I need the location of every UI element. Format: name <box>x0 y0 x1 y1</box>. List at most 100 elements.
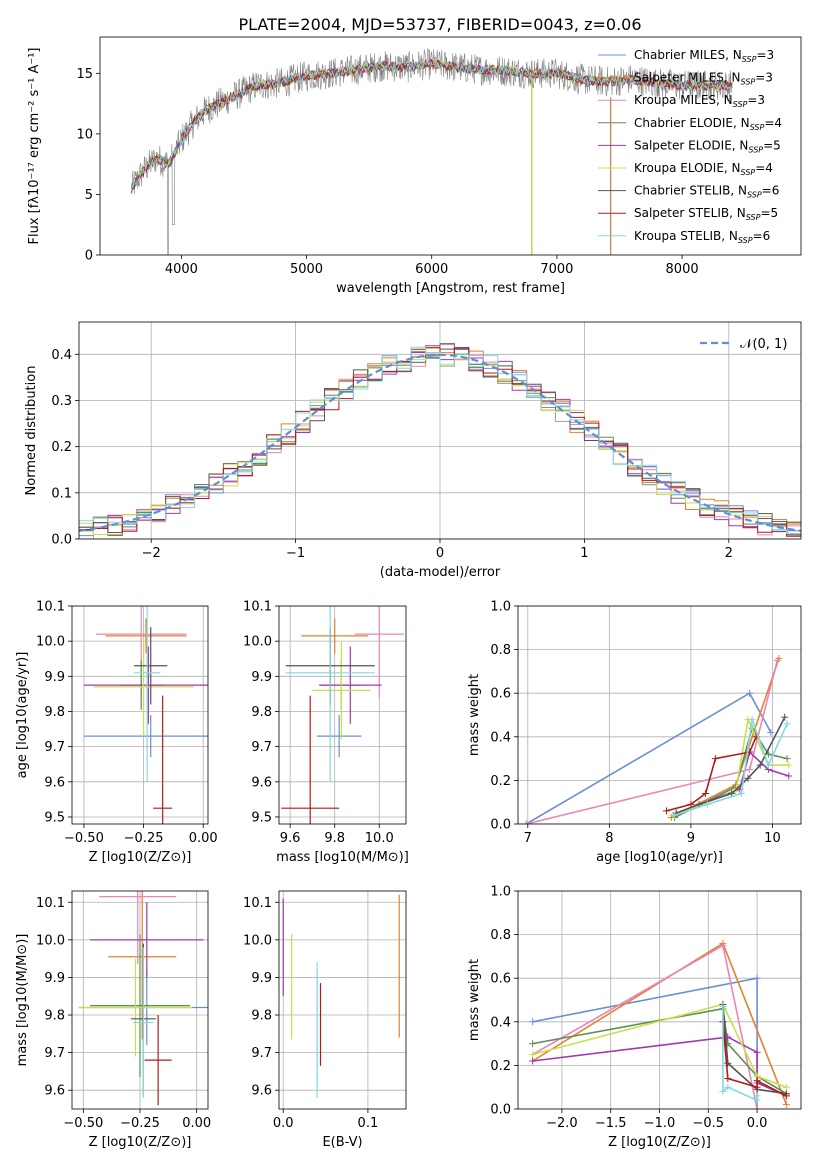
y-tick-label: 0.3 <box>51 394 72 409</box>
y-axis-label: Flux [fλ10⁻¹⁷ erg cm⁻² s⁻¹ A⁻¹] <box>27 48 42 245</box>
x-axis-label: Z [log10(Z/Z⊙)] <box>89 850 192 865</box>
y-tick-label: 9.9 <box>44 670 65 685</box>
y-tick-label: 10.1 <box>36 896 65 911</box>
weight-line-5 <box>672 716 789 817</box>
y-tick-label: 0.4 <box>490 730 511 745</box>
y-tick-label: 0.0 <box>490 818 511 833</box>
y-tick-label: 10.1 <box>243 600 272 615</box>
weight-marker <box>719 1003 727 1011</box>
weight-line-7 <box>722 1021 787 1097</box>
weight-marker <box>785 772 793 780</box>
weight-line-0 <box>525 692 772 824</box>
chart-mass_vs_ebv: 0.0 0.1 9.6 9.7 9.8 9.9 10.0 10.1 E(B-V) <box>243 890 407 1150</box>
plot-area <box>518 606 801 824</box>
x-tick-label: 10.0 <box>365 831 394 846</box>
y-tick-label: 9.6 <box>251 775 272 790</box>
x-axis-label: E(B-V) <box>322 1135 362 1150</box>
y-tick-label: 0.6 <box>490 972 511 987</box>
weight-line-1 <box>670 658 780 819</box>
y-tick-label: 10.0 <box>243 635 272 650</box>
chart-spectrum: 4000 5000 6000 7000 8000 0 5 10 15 wavelength [An… <box>27 36 802 296</box>
x-tick-label: −0.5 <box>693 1116 725 1131</box>
y-tick-label: 10.1 <box>243 896 272 911</box>
weight-line-7 <box>666 736 757 812</box>
y-tick-label: 0.8 <box>490 928 511 943</box>
x-tick-label: 4000 <box>165 262 198 277</box>
y-tick-label: 9.9 <box>251 971 272 986</box>
weight-marker <box>756 761 764 769</box>
weight-marker <box>671 811 679 819</box>
y-axis-label: mass [log10(M/M⊙)] <box>15 934 30 1067</box>
weight-marker <box>744 774 752 782</box>
weight-line-8 <box>674 719 788 817</box>
x-tick-label: 1 <box>580 546 588 561</box>
axes-frame <box>517 605 802 825</box>
histogram-3 <box>79 343 801 536</box>
y-tick-label: 9.5 <box>251 810 272 825</box>
x-axis-label: (data-model)/error <box>380 565 501 580</box>
x-tick-label: −0.50 <box>63 1116 103 1131</box>
x-tick-label: 5000 <box>290 262 323 277</box>
axes-frame <box>278 605 407 825</box>
model-spectrum-8 <box>130 59 733 191</box>
weight-marker <box>746 689 754 697</box>
axes-frame <box>71 605 209 825</box>
plot-area <box>130 47 733 255</box>
y-tick-label: 9.8 <box>251 1009 272 1024</box>
axes-frame <box>278 890 407 1110</box>
x-tick-label: 9 <box>687 831 695 846</box>
x-tick-label: −1.5 <box>595 1116 627 1131</box>
y-tick-label: 9.9 <box>251 670 272 685</box>
weight-marker <box>753 1083 761 1091</box>
y-tick-label: 0.2 <box>490 1059 511 1074</box>
y-tick-label: 0.4 <box>490 1015 511 1030</box>
x-axis-label: wavelength [Angstrom, rest frame] <box>336 281 565 296</box>
x-tick-label: 6000 <box>415 262 448 277</box>
weight-marker <box>529 1051 537 1058</box>
weight-marker <box>662 807 670 815</box>
legend-label: Salpeter MILES, NSSP=3 <box>634 71 773 87</box>
legend-label: Salpeter ELODIE, NSSP=5 <box>634 138 781 154</box>
x-tick-label: 10 <box>764 831 781 846</box>
y-axis-label: Normed distribution <box>24 366 39 496</box>
x-tick-label: 7 <box>524 831 532 846</box>
y-tick-label: 1.0 <box>490 885 511 900</box>
x-tick-label: 2 <box>725 546 733 561</box>
weight-line-6 <box>675 716 786 814</box>
weight-line-6 <box>722 1004 787 1095</box>
weight-marker <box>702 789 710 797</box>
weight-marker <box>529 1018 537 1026</box>
x-axis-label: Z [log10(Z/Z⊙)] <box>89 1135 192 1150</box>
y-tick-label: 0.0 <box>51 533 72 548</box>
y-tick-label: 1.0 <box>490 600 511 615</box>
x-tick-label: −1 <box>286 546 305 561</box>
gaussian-curve <box>79 353 801 532</box>
axes-frame <box>71 890 209 1110</box>
plot-area <box>72 606 208 824</box>
weight-marker <box>783 755 791 763</box>
x-tick-label: 0.0 <box>273 1116 294 1131</box>
legend-label: Chabrier STELIB, NSSP=6 <box>634 184 779 200</box>
x-tick-label: 8000 <box>666 262 699 277</box>
legend-label: Kroupa MILES, NSSP=3 <box>634 93 765 109</box>
y-tick-label: 10.0 <box>243 933 272 948</box>
figure-title: PLATE=2004, MJD=53737, FIBERID=0043, z=0… <box>238 15 641 34</box>
histogram-8 <box>79 346 801 534</box>
plot-area <box>279 606 406 824</box>
y-tick-label: 9.9 <box>44 971 65 986</box>
legend-label: 𝒩(0, 1) <box>740 337 787 352</box>
weight-marker <box>687 800 695 808</box>
legend-label: Salpeter STELIB, NSSP=5 <box>634 206 778 222</box>
y-tick-label: 9.8 <box>251 705 272 720</box>
weight-marker <box>724 1074 732 1082</box>
y-tick-label: 9.7 <box>44 740 65 755</box>
weight-marker <box>782 1092 790 1100</box>
weight-marker <box>748 715 756 723</box>
y-tick-label: 9.7 <box>44 1046 65 1061</box>
weight-marker <box>753 974 761 982</box>
y-tick-label: 10.0 <box>36 933 65 948</box>
x-tick-label: 8 <box>605 831 613 846</box>
legend-label: Chabrier ELODIE, NSSP=4 <box>634 116 782 132</box>
x-tick-label: 0 <box>436 546 444 561</box>
